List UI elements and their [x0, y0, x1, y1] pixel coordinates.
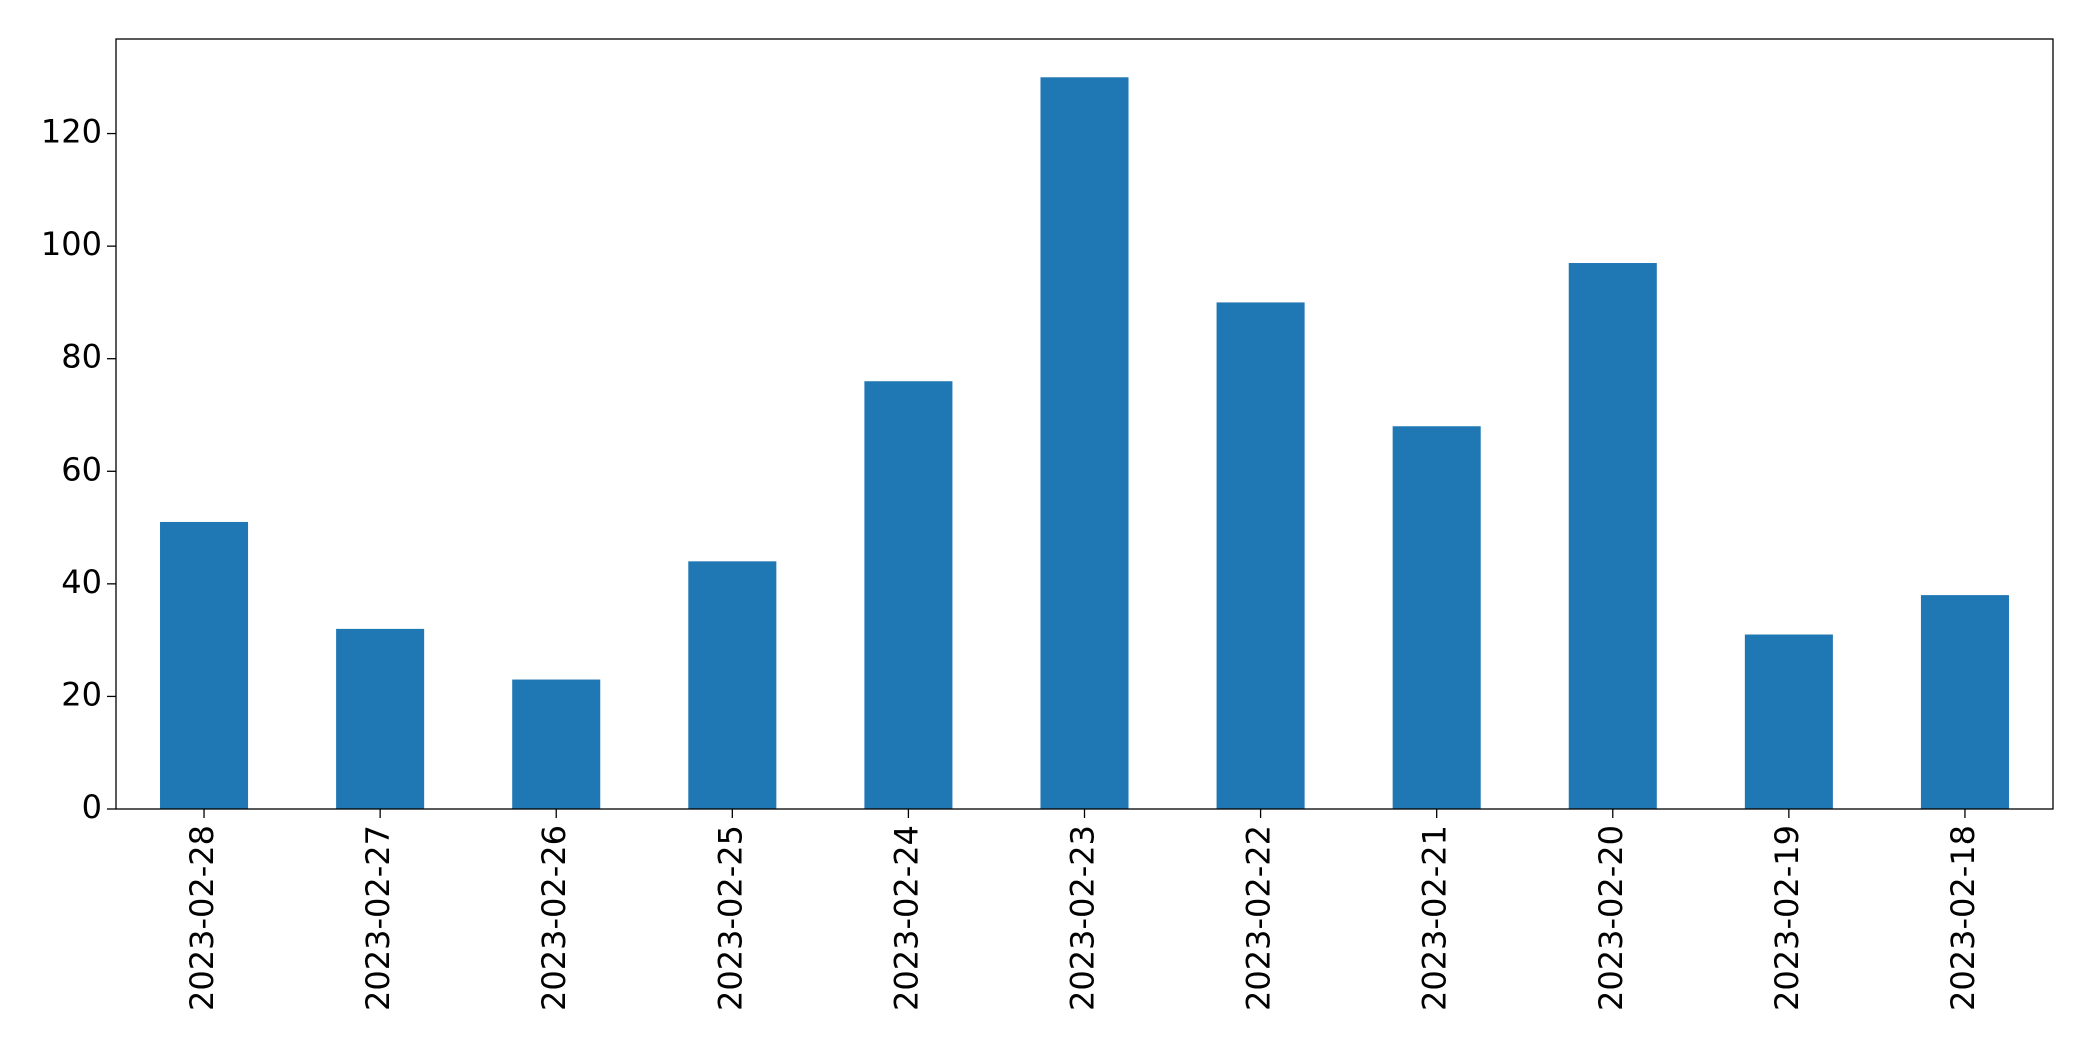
y-tick-label: 120 — [41, 113, 102, 151]
x-tick-label: 2023-02-20 — [1592, 825, 1630, 1011]
bar — [160, 521, 249, 809]
x-tick-label: 2023-02-23 — [1064, 825, 1102, 1011]
x-tick-label: 2023-02-28 — [183, 825, 221, 1011]
y-tick-label: 20 — [61, 675, 102, 713]
x-tick-label: 2023-02-21 — [1416, 825, 1454, 1011]
bar — [1744, 634, 1833, 809]
y-tick-label: 80 — [61, 338, 102, 376]
y-tick-label: 60 — [61, 450, 102, 488]
y-tick-label: 40 — [61, 563, 102, 601]
x-tick-label: 2023-02-27 — [359, 825, 397, 1011]
x-tick-label: 2023-02-18 — [1944, 825, 1982, 1011]
bar — [512, 679, 601, 809]
bar — [1216, 302, 1305, 809]
bar — [1040, 77, 1129, 810]
plot-frame — [115, 38, 2054, 810]
x-tick-label: 2023-02-22 — [1240, 825, 1278, 1011]
bar — [1392, 426, 1481, 809]
y-tick-label: 100 — [41, 225, 102, 263]
bar — [336, 628, 425, 809]
x-tick-label: 2023-02-25 — [711, 825, 749, 1011]
bar — [688, 561, 777, 809]
y-tick-label: 0 — [82, 788, 102, 826]
bar — [1920, 595, 2009, 809]
x-tick-label: 2023-02-19 — [1768, 825, 1806, 1011]
x-tick-label: 2023-02-24 — [887, 825, 925, 1011]
bar — [864, 381, 953, 809]
bar — [1568, 263, 1657, 809]
x-tick-label: 2023-02-26 — [535, 825, 573, 1011]
